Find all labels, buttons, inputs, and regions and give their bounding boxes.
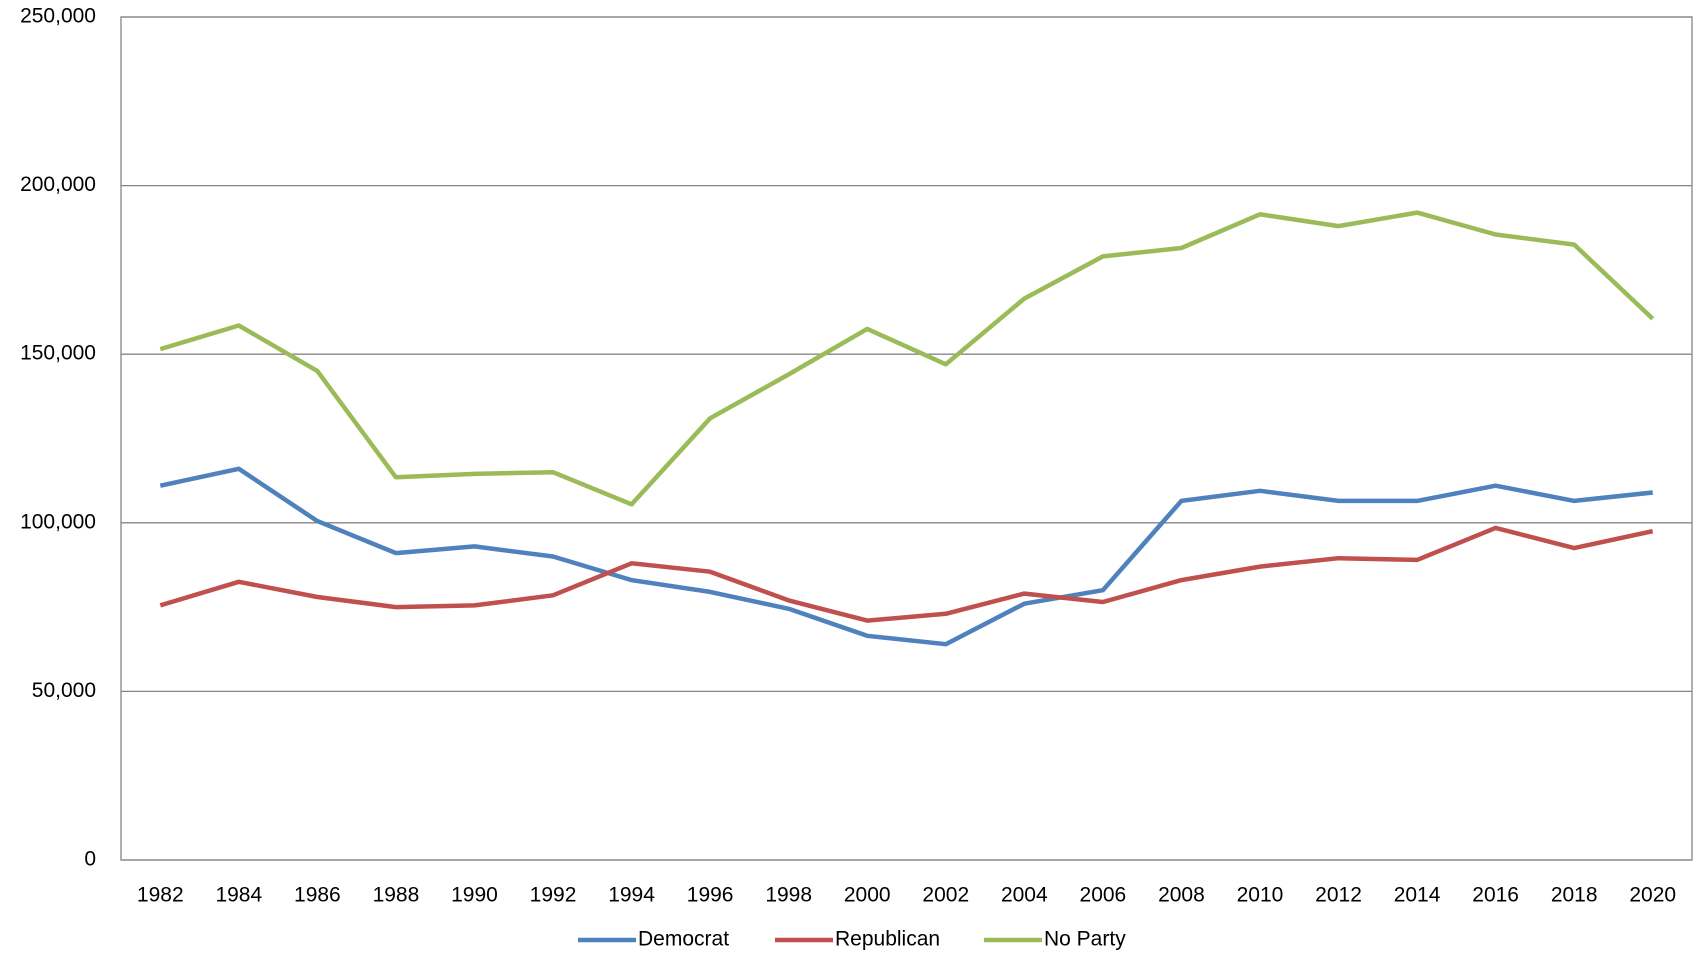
x-tick-label: 1988: [373, 884, 420, 907]
y-tick-label: 0: [84, 848, 96, 871]
x-tick-label: 2006: [1080, 884, 1127, 907]
plot-border: [120, 16, 1693, 861]
y-tick-label: 200,000: [20, 173, 96, 196]
y-tick-label: 100,000: [20, 510, 96, 533]
x-tick-label: 2018: [1551, 884, 1598, 907]
x-tick-label: 2010: [1237, 884, 1284, 907]
y-tick-label: 50,000: [32, 679, 96, 702]
x-tick-label: 1984: [215, 884, 262, 907]
x-tick-label: 2004: [1001, 884, 1048, 907]
x-tick-label: 1982: [137, 884, 184, 907]
y-tick-label: 150,000: [20, 342, 96, 365]
x-tick-label: 1994: [608, 884, 655, 907]
legend-label: Republican: [835, 928, 940, 951]
x-tick-label: 2014: [1394, 884, 1441, 907]
x-tick-label: 1992: [530, 884, 577, 907]
series-line: [159, 210, 1655, 507]
x-tick-label: 2002: [922, 884, 969, 907]
x-tick-label: 2008: [1158, 884, 1205, 907]
x-tick-label: 2000: [844, 884, 891, 907]
series-line: [159, 525, 1654, 623]
x-tick-label: 2020: [1629, 884, 1676, 907]
series-line: [159, 466, 1653, 647]
legend-label: Democrat: [638, 928, 729, 951]
legend-label: No Party: [1044, 928, 1126, 951]
x-tick-label: 1990: [451, 884, 498, 907]
y-tick-label: 250,000: [20, 5, 96, 28]
x-tick-label: 1996: [687, 884, 734, 907]
x-tick-label: 2016: [1472, 884, 1519, 907]
x-tick-label: 1986: [294, 884, 341, 907]
x-tick-label: 1998: [765, 884, 812, 907]
x-tick-label: 2012: [1315, 884, 1362, 907]
